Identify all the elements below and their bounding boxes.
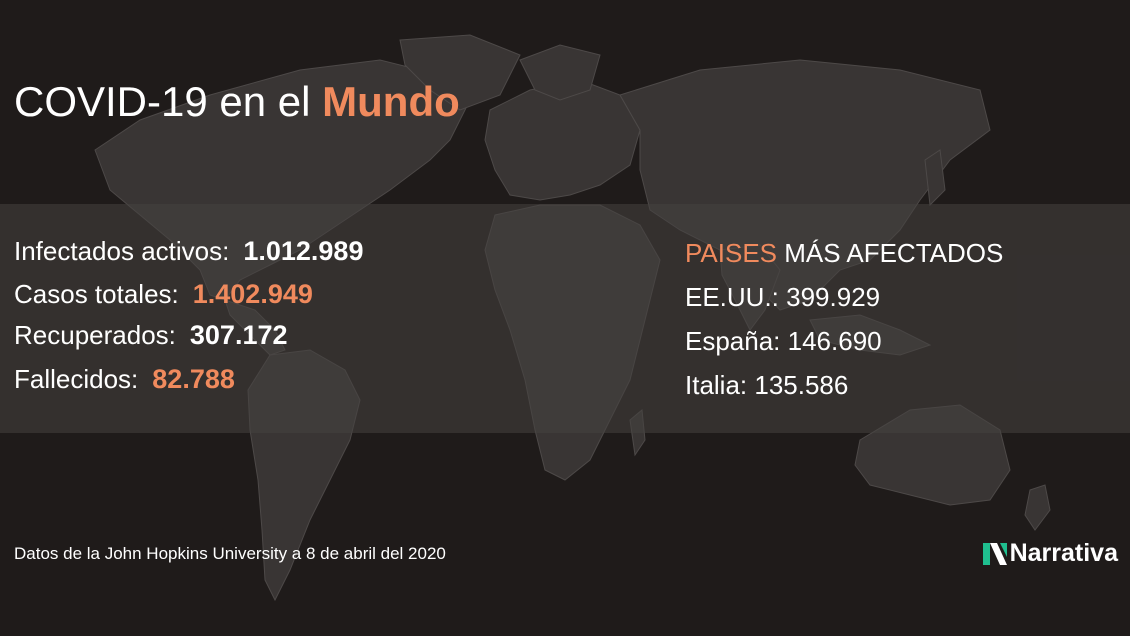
stat-total: Casos totales: 1.402.949 [14, 279, 313, 310]
stat-label: Recuperados: [14, 320, 176, 350]
stats-band [0, 204, 1130, 433]
title-prefix: COVID-19 en el [14, 78, 323, 125]
stat-label: Casos totales: [14, 279, 179, 309]
greenland-shape [399, 34, 521, 111]
brand-logo: Narrativa [982, 539, 1118, 568]
countries-heading: PAISES MÁS AFECTADOS [685, 236, 1003, 280]
stat-value: 82.788 [152, 364, 235, 394]
scandinavia-shape [519, 44, 601, 101]
country-item: EE.UU.: 399.929 [685, 282, 881, 312]
country-item: España: 146.690 [685, 326, 882, 356]
source-note: Datos de la John Hopkins University a 8 … [14, 544, 446, 563]
most-affected-countries: PAISES MÁS AFECTADOS EE.UU.: 399.929 Esp… [685, 236, 1003, 412]
brand-name: Narrativa [1009, 539, 1118, 567]
title-highlight: Mundo [322, 78, 460, 125]
countries-heading-rest: MÁS AFECTADOS [777, 238, 1004, 268]
stat-value: 1.402.949 [192, 279, 313, 309]
page-title: COVID-19 en el Mundo [14, 78, 460, 126]
stat-deaths: Fallecidos: 82.788 [14, 364, 235, 395]
stat-value: 307.172 [189, 320, 288, 350]
new-zealand-shape [1024, 484, 1051, 531]
japan-shape [924, 149, 946, 207]
country-item: Italia: 135.586 [685, 370, 849, 400]
countries-heading-highlight: PAISES [685, 238, 778, 268]
stat-value: 1.012.989 [243, 236, 364, 266]
narrativa-logo-icon [982, 542, 1007, 565]
stat-label: Infectados activos: [14, 236, 230, 266]
stat-label: Fallecidos: [14, 364, 139, 394]
stat-recovered: Recuperados: 307.172 [14, 320, 288, 351]
stat-active: Infectados activos: 1.012.989 [14, 236, 363, 267]
